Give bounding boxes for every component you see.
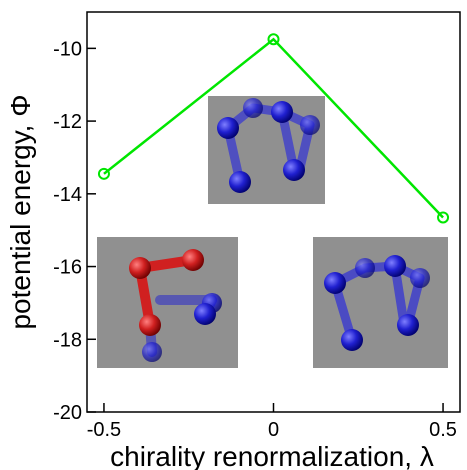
inset-molecule <box>208 96 325 204</box>
y-tick-label: -12 <box>53 111 82 133</box>
y-tick-label: -14 <box>53 184 82 206</box>
y-tick-label: -16 <box>53 257 82 279</box>
x-tick-label: -0.5 <box>87 419 121 441</box>
y-axis-label: potential energy, Φ <box>5 94 36 329</box>
x-tick-label: 0 <box>268 419 279 441</box>
y-tick-label: -10 <box>53 38 82 60</box>
chart: potential energy, Φ chirality renormaliz… <box>0 0 467 470</box>
y-tick-label: -18 <box>53 329 82 351</box>
inset-molecule <box>313 237 448 368</box>
y-tick-label: -20 <box>53 402 82 424</box>
x-tick-label: 0.5 <box>429 419 457 441</box>
x-axis-label: chirality renormalization, λ <box>110 441 434 470</box>
page: potential energy, Φ chirality renormaliz… <box>0 0 467 470</box>
inset-molecule <box>97 237 238 368</box>
